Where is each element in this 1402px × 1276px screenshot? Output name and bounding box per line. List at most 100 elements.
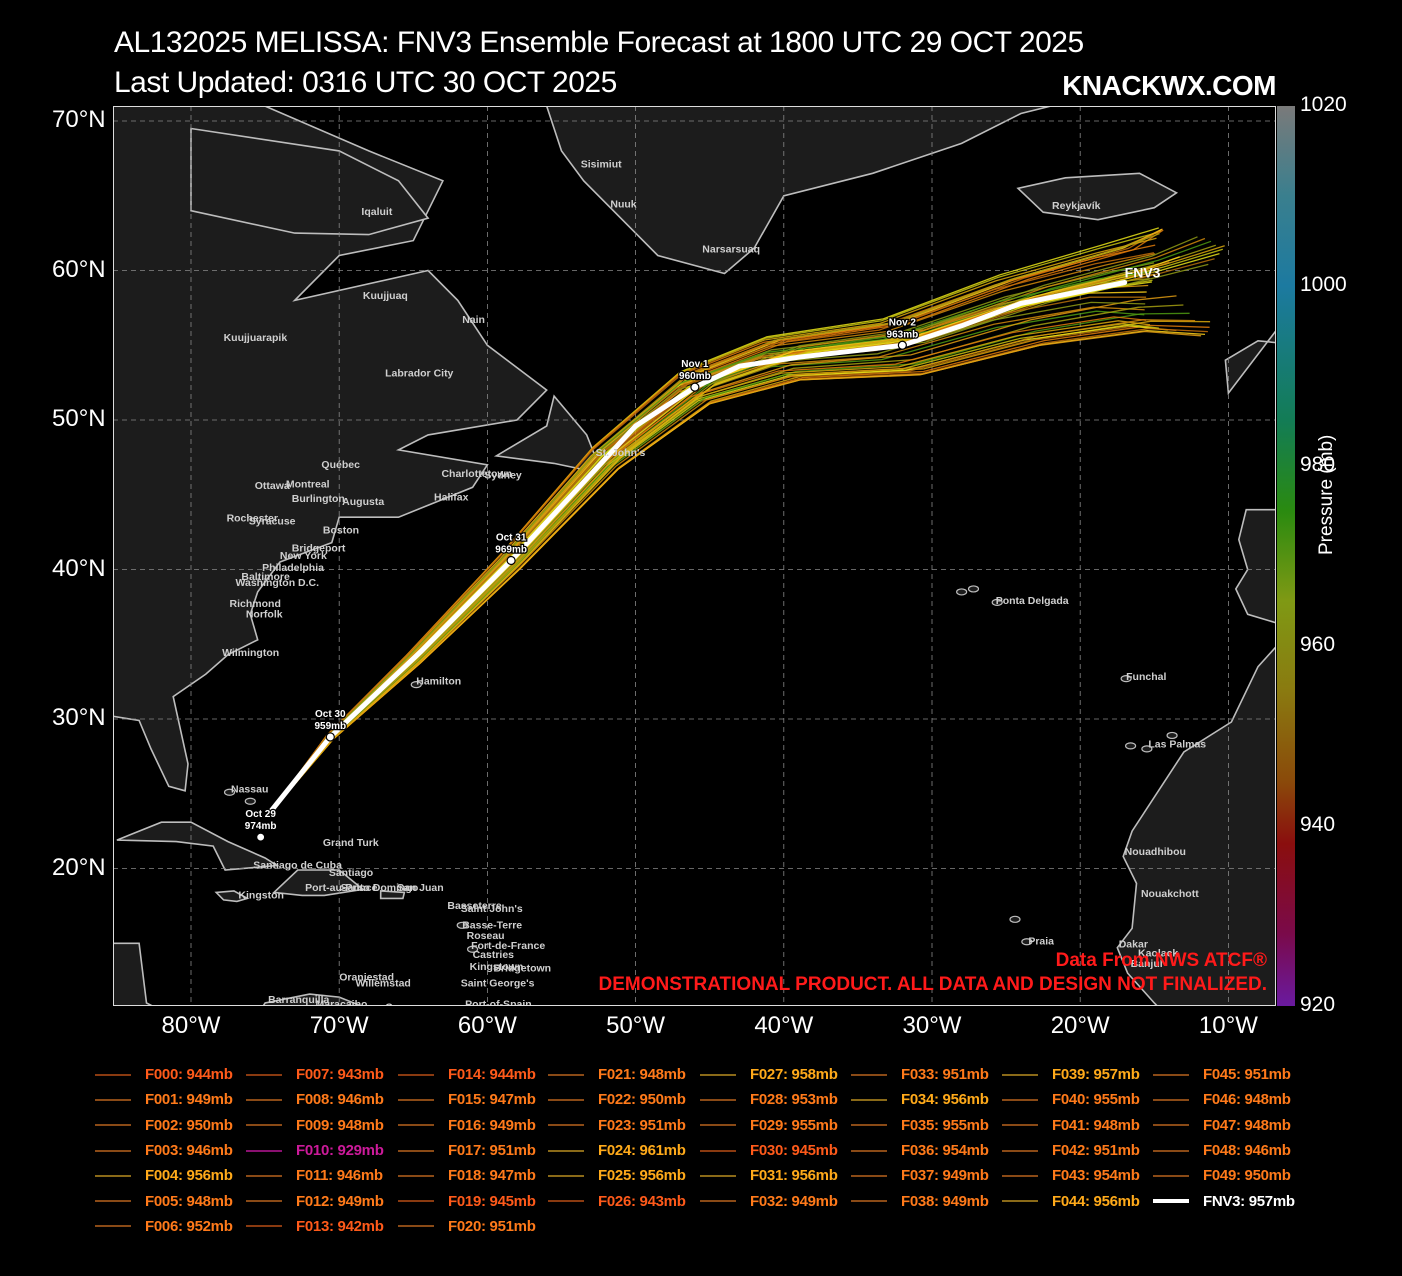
place-label: Charlottetown xyxy=(441,468,512,480)
latitude-tick-label: 30°N xyxy=(52,704,106,731)
place-label: Saint George's xyxy=(461,978,535,990)
daily-position-marker xyxy=(690,382,700,392)
place-label: Oranjestad xyxy=(339,972,394,984)
place-label: Ottawa xyxy=(255,480,290,492)
legend-line-swatch xyxy=(700,1174,736,1177)
legend-label: F000: 944mb xyxy=(145,1066,233,1084)
canary-island xyxy=(1166,731,1178,740)
legend-label: F036: 954mb xyxy=(901,1142,989,1160)
legend-item: F042: 951mb xyxy=(1002,1138,1140,1163)
place-label: Bridgeport xyxy=(292,543,346,555)
legend-column: F021: 948mb F022: 950mb F023: 951mb F024: 9… xyxy=(548,1062,686,1214)
legend-line-swatch xyxy=(398,1174,434,1177)
legend-label: F006: 952mb xyxy=(145,1217,233,1235)
place-label: Caracas xyxy=(385,1002,426,1006)
place-label: San Juan xyxy=(397,882,444,894)
legend-line-swatch xyxy=(851,1073,887,1076)
longitude-tick-label: 60°W xyxy=(457,1012,517,1039)
legend-line-swatch xyxy=(851,1098,887,1101)
fnv3-track-label: FNV3 xyxy=(1125,264,1161,280)
place-label: Willemstad xyxy=(356,978,411,990)
place-label: Ponta Delgada xyxy=(996,595,1069,607)
legend-column: F027: 958mb F028: 953mb F029: 955mb F030: 9… xyxy=(700,1062,838,1214)
legend-column: F045: 951mb F046: 948mb F047: 948mb F048: 9… xyxy=(1153,1062,1295,1214)
legend-line-swatch xyxy=(548,1200,584,1203)
place-label: Kingston xyxy=(238,889,284,901)
legend-item: F002: 950mb xyxy=(95,1113,233,1138)
latitude-tick-label: 70°N xyxy=(52,106,106,133)
pressure-colorbar xyxy=(1277,106,1295,1006)
legend-line-swatch xyxy=(1002,1149,1038,1152)
legend-line-swatch xyxy=(95,1073,131,1076)
legend-label: F048: 946mb xyxy=(1203,1142,1291,1160)
legend-line-swatch xyxy=(398,1098,434,1101)
place-label: Santiago de Cuba xyxy=(253,860,342,872)
place-label: Narsarsuaq xyxy=(702,244,760,256)
legend-line-swatch xyxy=(246,1098,282,1101)
colorbar-tick: 1020 xyxy=(1300,93,1347,116)
legend-line-swatch xyxy=(700,1200,736,1203)
legend-label: F042: 951mb xyxy=(1052,1142,1140,1160)
colorbar-tick: 940 xyxy=(1300,813,1336,836)
legend-line-swatch xyxy=(548,1149,584,1152)
hispaniola xyxy=(272,869,365,897)
place-label: Nain xyxy=(462,314,485,326)
legend-line-swatch xyxy=(851,1174,887,1177)
legend-label: F022: 950mb xyxy=(598,1091,686,1109)
legend-item: F033: 951mb xyxy=(851,1062,989,1087)
daily-position-marker xyxy=(325,732,335,742)
legend-line-swatch xyxy=(398,1225,434,1228)
place-label: Kuujjuarapik xyxy=(224,332,288,344)
place-label: Augusta xyxy=(342,496,384,508)
legend-label: F043: 954mb xyxy=(1052,1167,1140,1185)
legend-label: F015: 947mb xyxy=(448,1091,536,1109)
legend-line-swatch xyxy=(1153,1098,1189,1101)
azores-island xyxy=(967,585,980,593)
legend-item: F044: 956mb xyxy=(1002,1188,1140,1213)
ensemble-legend: F000: 944mb F001: 949mb F002: 950mb F003: 9… xyxy=(95,1062,1395,1242)
colorbar-tick: 1000 xyxy=(1300,273,1347,296)
legend-label: F027: 958mb xyxy=(750,1066,838,1084)
place-label: Wilmington xyxy=(222,647,279,659)
legend-item: FNV3: 957mb xyxy=(1153,1188,1295,1213)
place-label: Sydney xyxy=(484,469,522,481)
place-label: Nouakchott xyxy=(1141,888,1199,900)
fnv3-mean-line xyxy=(265,280,1128,818)
cape-verde-island xyxy=(1021,938,1033,946)
latitude-tick-label: 60°N xyxy=(52,255,106,283)
marker-date-label: Oct 31 xyxy=(496,533,527,544)
legend-item: F018: 947mb xyxy=(398,1163,536,1188)
legend-item: F003: 946mb xyxy=(95,1138,233,1163)
legend-item: F015: 947mb xyxy=(398,1087,536,1112)
colorbar-tick: 960 xyxy=(1300,633,1336,656)
legend-label: F034: 956mb xyxy=(901,1091,989,1109)
place-label: Baltimore xyxy=(241,571,290,583)
legend-column: F014: 944mb F015: 947mb F016: 949mb F017: 9… xyxy=(398,1062,536,1239)
place-label: New York xyxy=(280,550,327,562)
azores-island xyxy=(956,588,968,596)
legend-line-swatch xyxy=(851,1149,887,1152)
place-label: Fort-de-France xyxy=(471,940,545,952)
legend-item: F031: 956mb xyxy=(700,1163,838,1188)
longitude-tick-label: 40°W xyxy=(754,1012,814,1039)
iberia xyxy=(1234,508,1276,624)
legend-item: F017: 951mb xyxy=(398,1138,536,1163)
legend-label: F032: 949mb xyxy=(750,1192,838,1210)
legend-item: F035: 955mb xyxy=(851,1113,989,1138)
grid-layer xyxy=(113,106,1276,1006)
martinique-island xyxy=(466,945,479,953)
legend-line-swatch xyxy=(398,1200,434,1203)
place-label: Banjul xyxy=(1131,958,1163,970)
brand-logo-text: KNACKWX.COM xyxy=(1062,70,1276,101)
longitude-tick-label: 30°W xyxy=(902,1012,962,1039)
legend-item: F049: 950mb xyxy=(1153,1163,1295,1188)
legend-label: F007: 943mb xyxy=(296,1066,384,1084)
legend-item: F038: 949mb xyxy=(851,1188,989,1213)
legend-item: F014: 944mb xyxy=(398,1062,536,1087)
north-america-landmass xyxy=(113,106,548,792)
legend-line-swatch xyxy=(1153,1199,1189,1204)
longitude-tick-label: 50°W xyxy=(606,1012,666,1039)
place-label: Bridgetown xyxy=(493,963,551,975)
legend-label: F023: 951mb xyxy=(598,1116,686,1134)
